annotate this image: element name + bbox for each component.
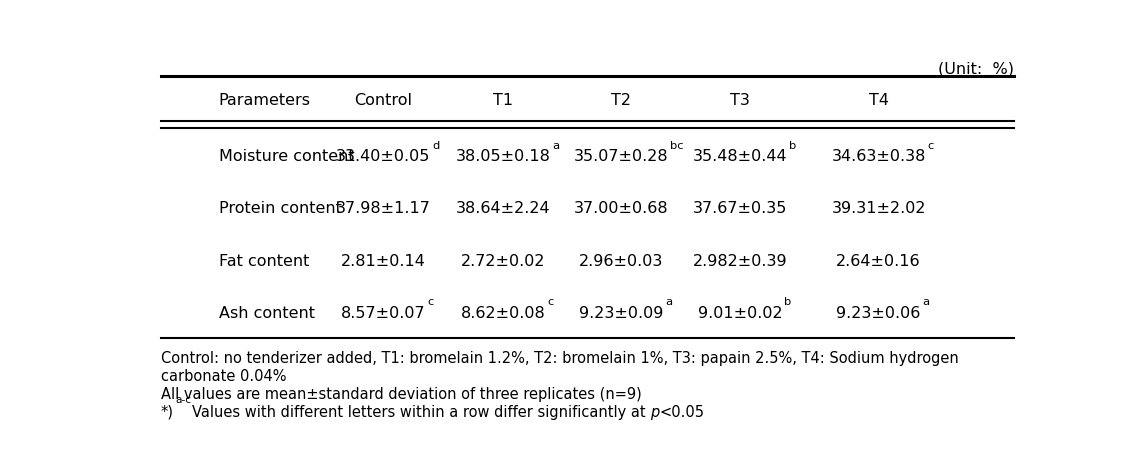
Text: 8.57±0.07: 8.57±0.07 bbox=[340, 305, 425, 321]
Text: c: c bbox=[427, 297, 433, 307]
Text: 2.81±0.14: 2.81±0.14 bbox=[340, 254, 425, 269]
Text: <0.05: <0.05 bbox=[659, 404, 705, 419]
Text: carbonate 0.04%: carbonate 0.04% bbox=[160, 369, 286, 384]
Text: 2.72±0.02: 2.72±0.02 bbox=[461, 254, 545, 269]
Text: Parameters: Parameters bbox=[219, 93, 311, 108]
Text: 37.00±0.68: 37.00±0.68 bbox=[574, 201, 668, 216]
Text: (Unit:  %): (Unit: %) bbox=[937, 61, 1014, 76]
Text: 38.05±0.18: 38.05±0.18 bbox=[455, 149, 550, 164]
Text: d: d bbox=[432, 141, 439, 151]
Text: c: c bbox=[927, 141, 934, 151]
Text: a: a bbox=[552, 141, 559, 151]
Text: 9.01±0.02: 9.01±0.02 bbox=[698, 305, 783, 321]
Text: T2: T2 bbox=[611, 93, 631, 108]
Text: b: b bbox=[784, 297, 792, 307]
Text: c: c bbox=[547, 297, 554, 307]
Text: a-c: a-c bbox=[175, 395, 191, 405]
Text: T1: T1 bbox=[493, 93, 513, 108]
Text: 2.64±0.16: 2.64±0.16 bbox=[837, 254, 921, 269]
Text: Control: Control bbox=[354, 93, 413, 108]
Text: bc: bc bbox=[670, 141, 684, 151]
Text: Moisture content: Moisture content bbox=[219, 149, 354, 164]
Text: Fat content: Fat content bbox=[219, 254, 309, 269]
Text: 35.07±0.28: 35.07±0.28 bbox=[574, 149, 668, 164]
Text: 33.40±0.05: 33.40±0.05 bbox=[336, 149, 430, 164]
Text: b: b bbox=[790, 141, 796, 151]
Text: 9.23±0.06: 9.23±0.06 bbox=[837, 305, 921, 321]
Text: 9.23±0.09: 9.23±0.09 bbox=[579, 305, 664, 321]
Text: Values with different letters within a row differ significantly at: Values with different letters within a r… bbox=[191, 404, 650, 419]
Text: 34.63±0.38: 34.63±0.38 bbox=[832, 149, 926, 164]
Text: 2.982±0.39: 2.982±0.39 bbox=[693, 254, 787, 269]
Text: Protein content: Protein content bbox=[219, 201, 342, 216]
Text: 37.67±0.35: 37.67±0.35 bbox=[693, 201, 787, 216]
Text: a: a bbox=[923, 297, 929, 307]
Text: a: a bbox=[665, 297, 673, 307]
Text: All values are mean±standard deviation of three replicates (n=9): All values are mean±standard deviation o… bbox=[160, 387, 642, 402]
Text: 2.96±0.03: 2.96±0.03 bbox=[579, 254, 664, 269]
Text: 37.98±1.17: 37.98±1.17 bbox=[336, 201, 431, 216]
Text: *): *) bbox=[160, 404, 174, 419]
Text: Control: no tenderizer added, T1: bromelain 1.2%, T2: bromelain 1%, T3: papain 2: Control: no tenderizer added, T1: bromel… bbox=[160, 351, 959, 366]
Text: 35.48±0.44: 35.48±0.44 bbox=[693, 149, 787, 164]
Text: T3: T3 bbox=[730, 93, 749, 108]
Text: 8.62±0.08: 8.62±0.08 bbox=[461, 305, 545, 321]
Text: Ash content: Ash content bbox=[219, 305, 315, 321]
Text: 39.31±2.02: 39.31±2.02 bbox=[831, 201, 926, 216]
Text: p: p bbox=[650, 404, 659, 419]
Text: 38.64±2.24: 38.64±2.24 bbox=[456, 201, 550, 216]
Text: T4: T4 bbox=[869, 93, 888, 108]
